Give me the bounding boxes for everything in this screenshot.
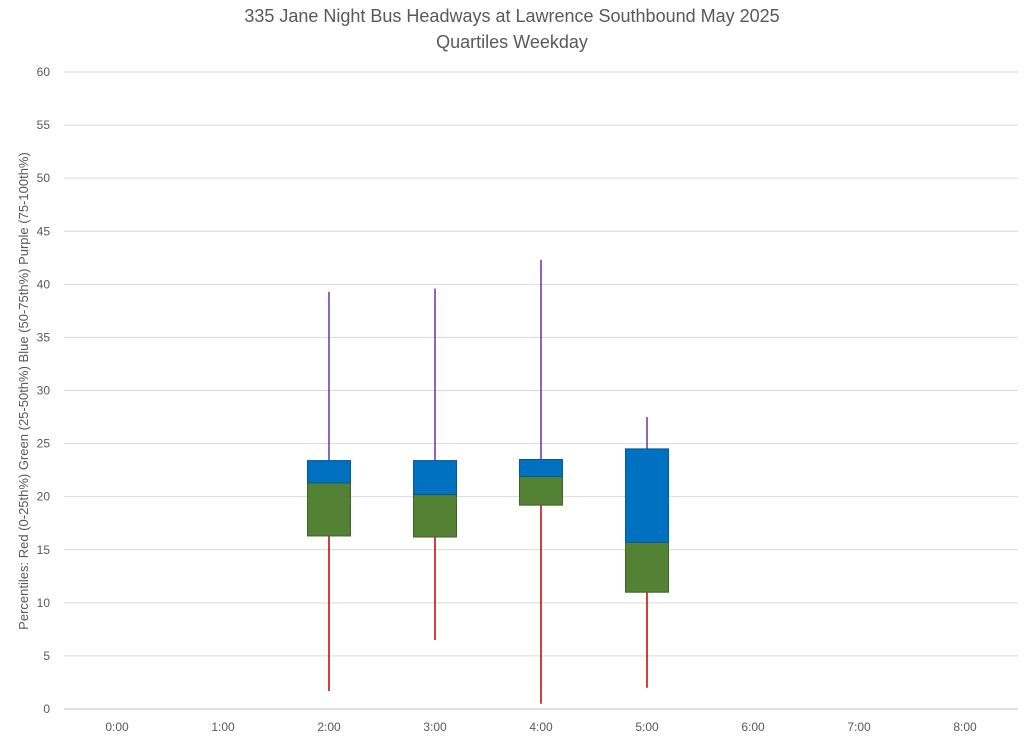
q1-median-box xyxy=(413,494,457,538)
y-axis-label: Percentiles: Red (0-25th%) Green (25-50t… xyxy=(16,152,31,630)
median-q3-box xyxy=(519,459,563,477)
q1-median-box xyxy=(307,482,351,537)
x-tick-label: 2:00 xyxy=(317,720,341,734)
y-tick-label: 35 xyxy=(37,330,51,344)
x-tick-label: 1:00 xyxy=(211,720,235,734)
x-tick-label: 5:00 xyxy=(635,720,659,734)
y-tick-label: 0 xyxy=(43,702,50,716)
y-tick-label: 60 xyxy=(37,65,51,79)
gridlines xyxy=(64,71,1018,710)
chart-title: 335 Jane Night Bus Headways at Lawrence … xyxy=(244,6,780,26)
x-tick-label: 8:00 xyxy=(953,720,977,734)
y-tick-label: 15 xyxy=(37,543,51,557)
x-tick-label: 0:00 xyxy=(105,720,129,734)
median-q3-box xyxy=(625,448,669,543)
y-tick-label: 10 xyxy=(37,596,51,610)
y-tick-label: 25 xyxy=(37,437,51,451)
y-tick-label: 55 xyxy=(37,118,51,132)
y-tick-label: 45 xyxy=(37,224,51,238)
y-tick-label: 50 xyxy=(37,171,51,185)
x-tick-label: 6:00 xyxy=(741,720,765,734)
y-tick-label: 40 xyxy=(37,277,51,291)
box-plots xyxy=(307,259,669,704)
y-tick-label: 30 xyxy=(37,384,51,398)
median-q3-box xyxy=(413,460,457,496)
y-tick-label: 5 xyxy=(43,649,50,663)
x-tick-labels: 0:00 1:00 2:00 3:00 4:00 5:00 6:00 7:00 8:00 xyxy=(105,720,977,734)
y-tick-labels: 0 5 10 15 20 25 30 35 40 45 50 55 60 xyxy=(37,65,51,716)
x-tick-label: 3:00 xyxy=(423,720,447,734)
median-q3-box xyxy=(307,460,351,484)
x-tick-label: 4:00 xyxy=(529,720,553,734)
chart-subtitle: Quartiles Weekday xyxy=(436,32,588,52)
q1-median-box xyxy=(519,475,563,506)
y-tick-label: 20 xyxy=(37,490,51,504)
q1-median-box xyxy=(625,541,669,593)
x-tick-label: 7:00 xyxy=(847,720,871,734)
